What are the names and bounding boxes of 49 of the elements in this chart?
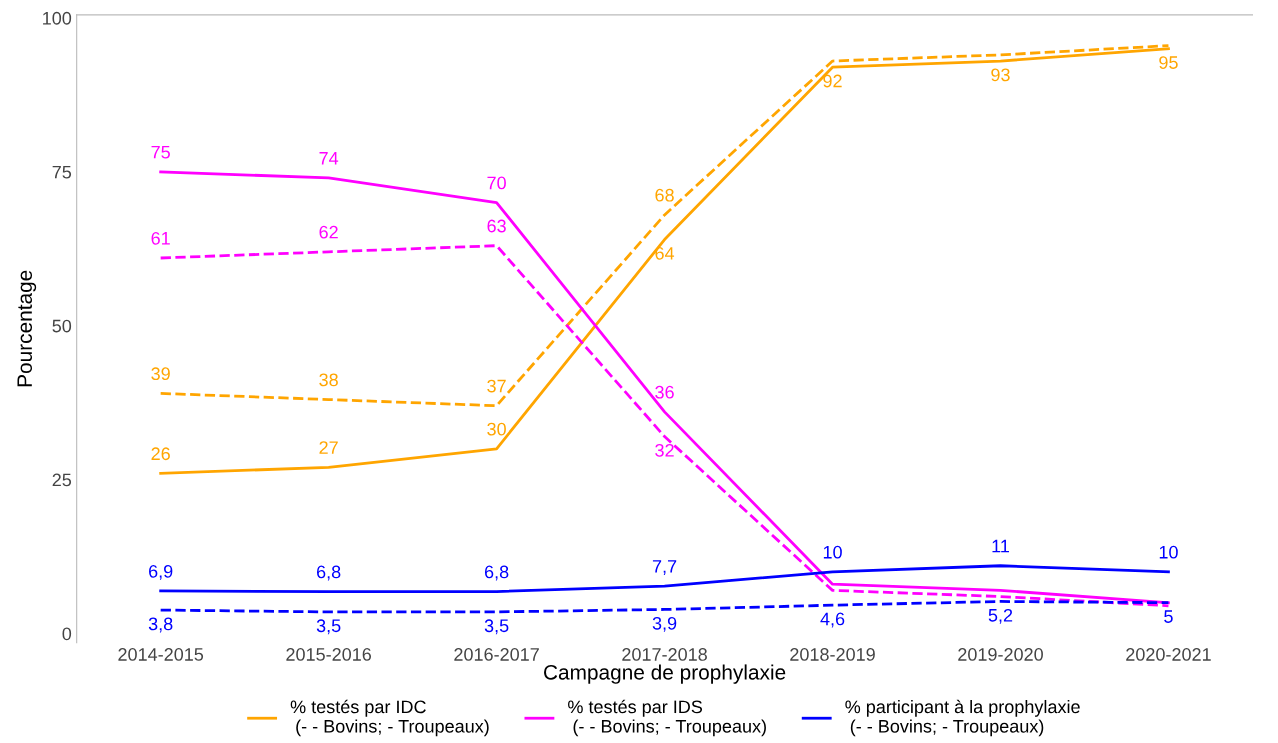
data-label: 3,8 bbox=[148, 617, 173, 633]
data-label: 95 bbox=[1159, 56, 1178, 69]
x-tick-label: 2018-2019 bbox=[790, 648, 875, 661]
data-label: 3,9 bbox=[652, 616, 677, 632]
data-label: 10 bbox=[1159, 545, 1178, 559]
data-label: 6,8 bbox=[484, 565, 509, 581]
y-axis-title: Pourcentage bbox=[17, 270, 37, 387]
data-label: 3,5 bbox=[484, 619, 509, 635]
data-label: 3,5 bbox=[316, 619, 341, 635]
data-label: 70 bbox=[487, 176, 506, 190]
data-label: 62 bbox=[319, 225, 338, 239]
x-tick-label: 2017-2018 bbox=[622, 648, 707, 661]
y-tick-label: 75 bbox=[52, 165, 72, 179]
x-tick-label: 2014-2015 bbox=[118, 648, 204, 661]
data-label: 92 bbox=[823, 74, 842, 88]
legend-label: % participant à la prophylaxie (- - Bovins; - Troupeaux) bbox=[845, 699, 1080, 737]
data-label: 37 bbox=[487, 379, 506, 393]
data-label: 26 bbox=[151, 447, 170, 461]
legend-label: % testés par IDC (- - Bovins; - Troupeaux) bbox=[290, 699, 489, 737]
data-label: 5,2 bbox=[988, 608, 1013, 624]
x-tick-label: 2016-2017 bbox=[454, 648, 539, 661]
data-label: 6,9 bbox=[149, 564, 173, 580]
x-tick-label: 2020-2021 bbox=[1126, 648, 1211, 661]
data-label: 11 bbox=[992, 539, 1009, 553]
data-label: 63 bbox=[487, 219, 506, 233]
data-label: 75 bbox=[151, 145, 170, 159]
data-label: 38 bbox=[319, 373, 338, 387]
data-label: 61 bbox=[151, 231, 170, 245]
y-tick-label: 0 bbox=[62, 627, 72, 641]
x-axis-title: Campagne de prophylaxie bbox=[544, 664, 786, 684]
x-tick-label: 2019-2020 bbox=[958, 648, 1043, 661]
data-label: 4,6 bbox=[820, 612, 845, 628]
data-label: 74 bbox=[319, 152, 339, 165]
data-label: 7,7 bbox=[652, 560, 677, 575]
data-label: 10 bbox=[823, 545, 842, 559]
data-label: 93 bbox=[991, 68, 1010, 82]
data-label: 5 bbox=[1164, 610, 1173, 623]
y-tick-label: 25 bbox=[52, 473, 72, 487]
data-label: 39 bbox=[151, 367, 170, 381]
data-label: 32 bbox=[655, 443, 674, 457]
y-tick-label: 100 bbox=[43, 11, 72, 25]
data-label: 27 bbox=[319, 441, 338, 454]
data-label: 36 bbox=[655, 385, 674, 399]
x-tick-label: 2015-2016 bbox=[286, 648, 372, 661]
data-label: 6,8 bbox=[317, 565, 341, 581]
data-label: 30 bbox=[487, 422, 506, 436]
data-label: 68 bbox=[655, 188, 674, 202]
y-tick-label: 50 bbox=[52, 319, 72, 333]
legend-label: % testés par IDS (- - Bovins; - Troupeaux) bbox=[568, 699, 766, 737]
